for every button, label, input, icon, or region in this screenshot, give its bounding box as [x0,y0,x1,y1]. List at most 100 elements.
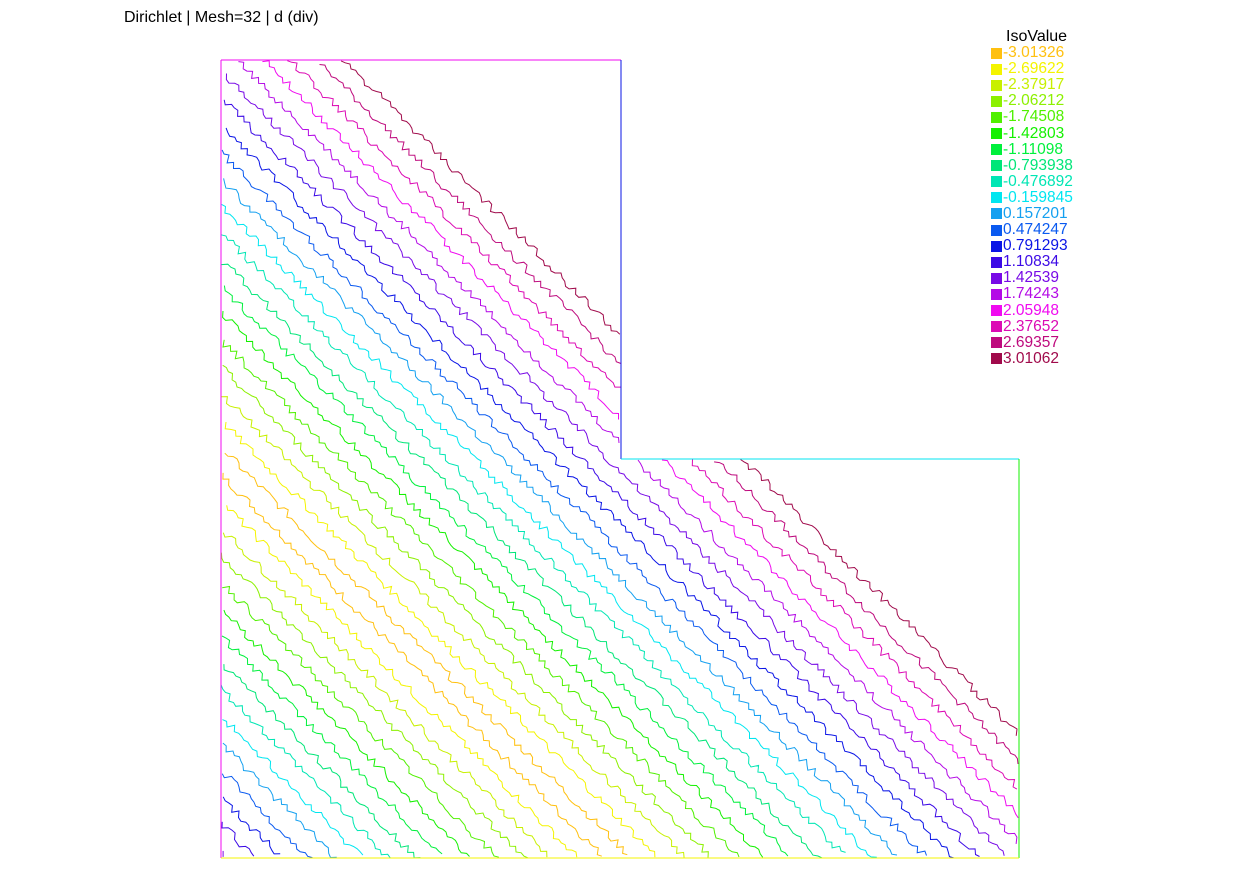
plot-title: Dirichlet | Mesh=32 | d (div) [124,9,319,26]
legend-label: -0.476892 [1003,172,1073,190]
legend-swatch [991,288,1002,300]
contour-line [220,684,391,859]
legend-entry: 2.69357 [991,334,1111,351]
contour-line [222,532,548,858]
contour-line [637,459,1018,844]
legend-label: 0.791293 [1003,237,1068,255]
contour-line [222,796,281,855]
legend-label: -0.793938 [1003,156,1073,174]
contour-line [223,99,980,857]
domain-boundary [220,59,1020,859]
legend-swatch [991,79,1002,91]
legend: IsoValue -3.01326 -2.69622 -2.37917 -2.0621… [991,28,1111,367]
contour-line [223,285,789,857]
legend-label: -2.37917 [1003,76,1065,94]
legend-entry: 1.10834 [991,254,1111,270]
legend-entry: 2.37652 [991,317,1111,335]
legend-label: 1.74243 [1003,285,1060,303]
contour-line [224,452,628,856]
legend-entry: 1.74243 [991,286,1111,302]
legend-label: 2.37652 [1003,317,1060,335]
legend-swatch [991,353,1002,365]
contour-line [221,635,443,855]
legend-swatch [991,224,1002,236]
legend-entry: -1.42803 [991,125,1111,141]
contour-line [221,149,927,856]
contour-line [221,263,823,859]
legend-label: -1.42803 [1003,124,1065,142]
contour-line [221,203,877,858]
contour-line [226,505,578,858]
legend-entry: 2.05948 [991,301,1111,319]
contour-line [661,459,1019,819]
legend-label: 1.42539 [1003,269,1060,287]
legend-swatch [991,208,1002,220]
legend-swatch [991,128,1002,140]
contour-line [222,719,364,856]
legend-entry: -0.159845 [991,188,1111,206]
legend-rows: -3.01326 -2.69622 -2.37917 -2.06212 -1.74508… [991,45,1111,367]
legend-swatch [991,144,1002,156]
legend-entry: 0.791293 [991,238,1111,254]
legend-label: 0.474247 [1003,221,1068,239]
legend-label: -3.01326 [1003,44,1065,62]
contour-line [222,364,709,859]
legend-title: IsoValue [1006,28,1068,45]
contour-line [222,472,602,857]
contour-line [222,585,499,858]
contour-line [222,339,740,858]
legend-entry: -0.476892 [991,172,1111,190]
legend-swatch [991,111,1002,123]
legend-swatch [991,192,1002,204]
contour-line [220,552,529,859]
contour-line [223,664,421,859]
contour-lines-group [220,60,1019,859]
legend-label: -1.11098 [1003,140,1064,158]
legend-entry: -2.06212 [991,93,1111,109]
contour-line [223,178,898,856]
contour-line [262,60,619,420]
contour-line [319,64,621,364]
legend-swatch [991,176,1002,188]
legend-entry: 3.01062 [991,349,1111,367]
legend-entry: 0.157201 [991,204,1111,222]
legend-label: 2.05948 [1003,301,1060,319]
legend-entry: 1.42539 [991,270,1111,286]
legend-label: -2.69622 [1003,60,1065,78]
contour-line [223,609,470,857]
contour-line [238,61,620,444]
legend-swatch [991,337,1002,349]
legend-label: -2.06212 [1003,92,1065,110]
contour-line [221,396,685,858]
legend-entry: -1.11098 [991,140,1111,158]
contour-line [221,773,313,859]
legend-entry: -0.793938 [991,156,1111,174]
contour-line [222,310,764,858]
legend-swatch [991,321,1002,333]
legend-swatch [991,240,1002,252]
legend-entry: 0.474247 [991,222,1111,238]
contour-line [221,821,255,857]
legend-entry: -2.69622 [991,61,1111,77]
contour-line [287,60,621,388]
legend-label: -0.159845 [1003,188,1073,206]
legend-label: 0.157201 [1003,204,1068,222]
contour-line [222,742,337,859]
contour-line [340,60,621,335]
legend-swatch [991,256,1002,268]
contour-line [225,127,955,859]
legend-swatch [991,160,1002,172]
legend-entry: -1.74508 [991,109,1111,125]
legend-entry: -2.37917 [991,77,1111,93]
legend-label: 1.10834 [1003,253,1060,271]
legend-swatch [991,95,1002,107]
legend-label: -1.74508 [1003,108,1065,126]
contour-line [221,234,846,853]
contour-line [740,459,1018,736]
legend-label: 3.01062 [1003,349,1060,367]
legend-entry: -3.01326 [991,45,1111,61]
legend-swatch [991,305,1002,317]
contour-line [225,73,1005,856]
contour-line [714,461,1019,765]
